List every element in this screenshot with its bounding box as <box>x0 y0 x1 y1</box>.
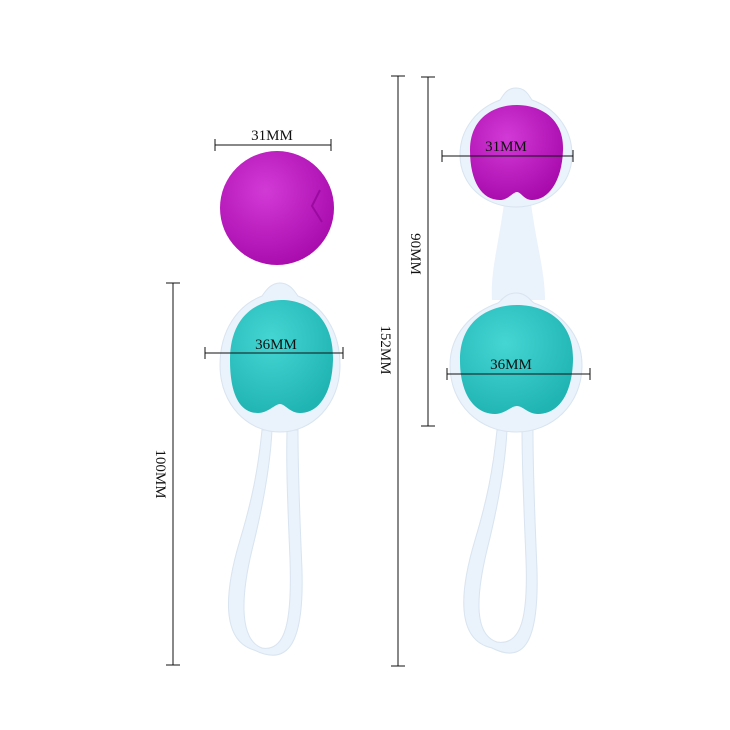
label-right-purple-diameter: 31MM <box>485 139 527 155</box>
single-ball-set <box>219 282 341 656</box>
dim-single-ball: 31MM <box>214 128 332 151</box>
label-left-teal-diameter: 36MM <box>255 337 297 353</box>
label-right-teal-diameter: 36MM <box>490 357 532 373</box>
double-ball-set <box>449 87 583 654</box>
label-right-total-length: 152MM <box>377 325 393 374</box>
label-single-ball-diameter: 31MM <box>251 128 293 144</box>
dim-right-total: 152MM <box>377 75 405 667</box>
label-left-length: 100MM <box>152 449 168 498</box>
dim-right-teal: 36MM <box>446 357 591 380</box>
dim-left-teal: 36MM <box>204 337 344 359</box>
label-right-balls-length: 90MM <box>407 233 423 275</box>
dim-right-purple: 31MM <box>441 139 574 162</box>
dim-left-length: 100MM <box>152 282 180 666</box>
dim-right-balls: 90MM <box>407 76 435 427</box>
single-purple-ball <box>220 151 334 265</box>
